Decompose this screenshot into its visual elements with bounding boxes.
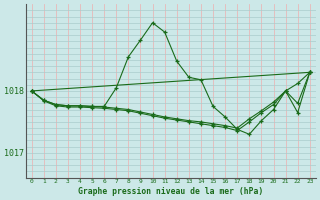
X-axis label: Graphe pression niveau de la mer (hPa): Graphe pression niveau de la mer (hPa) (78, 187, 263, 196)
